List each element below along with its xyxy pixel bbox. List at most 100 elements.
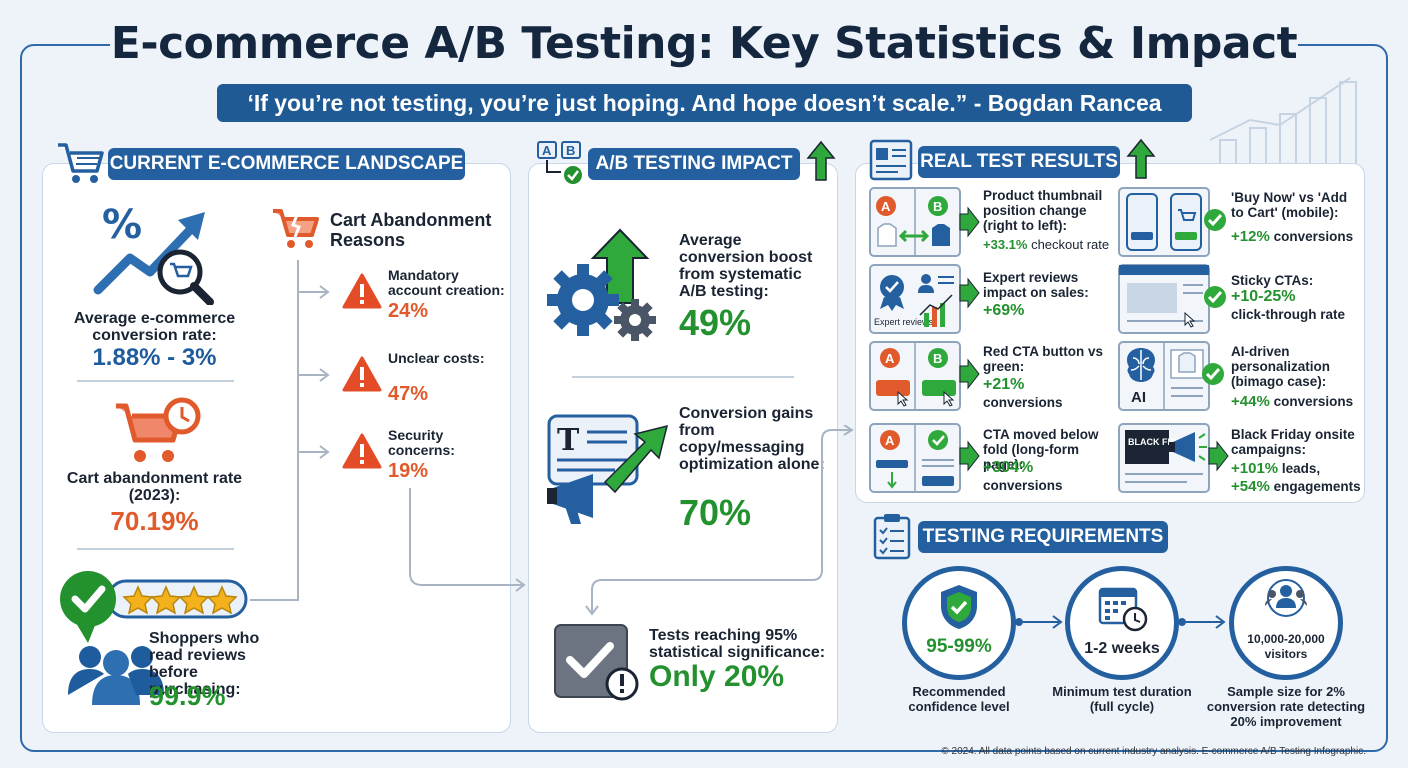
boost-label: Average conversion boost from systematic… xyxy=(679,232,813,300)
visitors-target-icon xyxy=(1265,579,1307,617)
up-arrow-icon xyxy=(806,140,836,181)
ai-text: AI xyxy=(1131,389,1146,406)
result-5-suffix: conversions xyxy=(1273,229,1354,244)
requirement-1-value: 95-99% xyxy=(926,636,992,657)
reasons-title: Cart Abandonment Reasons xyxy=(330,210,492,250)
svg-text:A: A xyxy=(885,351,895,366)
requirements-heading: TESTING REQUIREMENTS xyxy=(918,521,1168,553)
footer-note: © 2024. All data points based on current… xyxy=(941,746,1366,757)
copy-megaphone-icon: T xyxy=(547,414,669,524)
calendar-clock-icon xyxy=(1098,587,1148,632)
thumbnail-ab-icon: A B xyxy=(869,187,980,257)
divider xyxy=(572,376,794,378)
result-3-suffix: conversions xyxy=(983,395,1063,410)
svg-text:B: B xyxy=(933,199,942,214)
expert-reviews-icon: Expert reviews xyxy=(869,264,980,334)
result-1-value: +33.1% xyxy=(983,237,1028,252)
connector-line xyxy=(409,488,526,592)
landscape-heading: CURRENT E-COMMERCE LANDSCAPE xyxy=(108,148,465,180)
divider xyxy=(77,548,234,550)
warning-icon xyxy=(342,433,382,469)
reviews-label: Shoppers who read reviews before purchas… xyxy=(149,630,260,698)
significance-value: Only 20% xyxy=(649,660,785,693)
result-4-suffix: conversions xyxy=(983,478,1063,493)
result-8-label: Black Friday onsite campaigns: xyxy=(1231,427,1355,457)
shield-check-icon xyxy=(941,585,977,629)
reason-3-value: 19% xyxy=(388,460,429,482)
svg-text:A: A xyxy=(881,199,891,214)
result-6-label: Sticky CTAs: xyxy=(1231,273,1314,288)
connector-line xyxy=(250,260,330,601)
result-2-label: Expert reviews impact on sales: xyxy=(983,270,1089,300)
warning-icon xyxy=(342,273,382,309)
result-8-suffix-2: engagements xyxy=(1273,479,1361,494)
clipboard-checklist-icon xyxy=(873,514,911,560)
broken-cart-icon xyxy=(273,209,319,248)
warning-icon xyxy=(342,356,382,392)
landscape-panel xyxy=(42,163,511,733)
reason-1-label: Mandatory account creation: xyxy=(388,267,505,298)
ab-a-letter: A xyxy=(542,143,552,158)
significance-label: Tests reaching 95% statistical significa… xyxy=(649,627,826,661)
reason-2-value: 47% xyxy=(388,383,429,405)
result-5-value: +12% xyxy=(1231,228,1270,245)
result-8-suffix: leads, xyxy=(1281,461,1321,476)
result-7-label: AI-driven personalization (bimago case): xyxy=(1231,344,1331,389)
svg-text:B: B xyxy=(933,351,942,366)
results-heading: REAL TEST RESULTS xyxy=(918,146,1120,178)
result-8-line-1: +101% leads, xyxy=(1231,460,1366,477)
gears-growth-icon xyxy=(547,228,656,341)
mobile-buy-button-icon xyxy=(1118,187,1226,257)
result-8-line-2: +54% engagements xyxy=(1231,478,1366,495)
shopping-cart-icon xyxy=(58,143,104,183)
webpage-layout-icon xyxy=(869,139,913,181)
reason-1-value: 24% xyxy=(388,300,429,322)
abandon-label: Cart abandonment rate (2023): xyxy=(66,470,243,504)
divider xyxy=(77,380,234,382)
result-5-label: 'Buy Now' vs 'Add to Cart' (mobile): xyxy=(1231,190,1348,220)
copy-value: 70% xyxy=(679,492,752,533)
result-1-label: Product thumbnail position change (right… xyxy=(983,188,1103,233)
cart-clock-icon xyxy=(116,397,201,462)
black-friday-megaphone-icon: BLACK FRIDAY xyxy=(1118,423,1229,493)
reviews-value: 99.9% xyxy=(149,681,226,711)
result-8-value-2: +54% xyxy=(1231,478,1270,495)
doc-letter: T xyxy=(557,423,580,458)
requirement-arrow xyxy=(1015,615,1063,629)
result-2-value: +69% xyxy=(983,302,1025,319)
conversion-value: 1.88% - 3% xyxy=(92,344,217,371)
ai-personalization-icon: AI xyxy=(1118,341,1224,411)
svg-text:%: % xyxy=(102,202,142,248)
requirement-1-label: Recommended confidence level xyxy=(908,684,1010,714)
sticky-cta-icon xyxy=(1118,264,1226,334)
result-5-line: +12% conversions xyxy=(1231,228,1361,245)
result-8-value: +101% xyxy=(1231,460,1279,477)
result-3-label: Red CTA button vs green: xyxy=(983,344,1103,374)
expert-text: Expert reviews xyxy=(874,317,934,327)
result-7-line: +44% conversions xyxy=(1231,393,1366,410)
boost-value: 49% xyxy=(679,302,752,343)
requirement-arrow xyxy=(1178,615,1226,629)
result-3-value: +21% xyxy=(983,376,1025,393)
copy-label: Conversion gains from copy/messaging opt… xyxy=(679,405,825,473)
result-4-label: CTA moved below fold (long-form page): xyxy=(983,427,1099,472)
result-1-line: +33.1% checkout rate xyxy=(983,237,1119,252)
percent-growth-magnifier-icon: % xyxy=(93,202,214,305)
requirement-2-value: 1-2 weeks xyxy=(1084,640,1160,657)
ab-b-letter: B xyxy=(566,143,575,158)
button-color-ab-icon: A B xyxy=(869,341,980,411)
conversion-label: Average e-commerce conversion rate: xyxy=(73,310,236,344)
up-arrow-icon xyxy=(1126,138,1156,179)
result-1-suffix: checkout rate xyxy=(1031,237,1110,252)
quote-banner: ‘If you’re not testing, you’re just hopi… xyxy=(217,84,1192,122)
ab-test-icon: A B xyxy=(537,141,582,184)
reviews-stars-people-icon xyxy=(60,571,248,705)
bf-text: BLACK FRIDAY xyxy=(1128,437,1195,447)
result-7-suffix: conversions xyxy=(1273,394,1354,409)
result-7-value: +44% xyxy=(1231,393,1270,410)
svg-text:A: A xyxy=(885,433,895,448)
checkbox-warning-icon xyxy=(554,624,639,701)
impact-heading: A/B TESTING IMPACT xyxy=(588,148,800,180)
result-6-value: +10-25% xyxy=(1231,288,1296,305)
reason-2-label: Unclear costs: xyxy=(388,350,485,366)
